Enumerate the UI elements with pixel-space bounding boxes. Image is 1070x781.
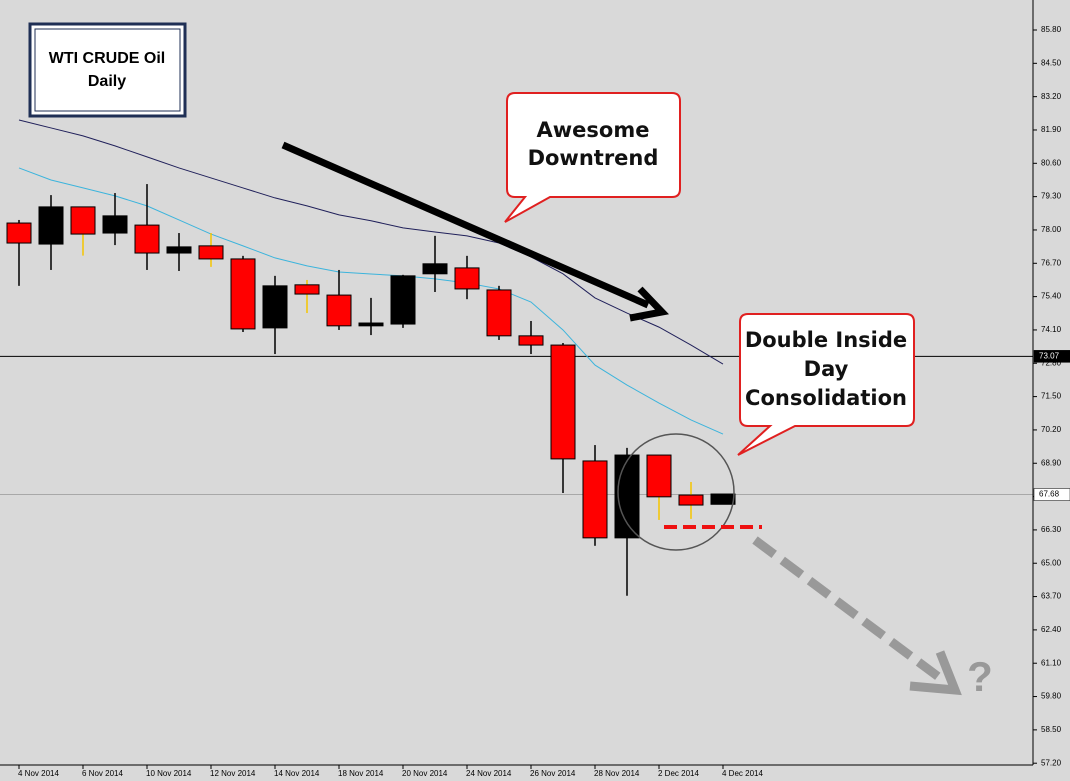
moving-average bbox=[18, 119, 724, 365]
callout bbox=[504, 92, 681, 223]
projection-arrow-head bbox=[909, 650, 962, 696]
annotation: ? bbox=[967, 653, 993, 700]
candle-body bbox=[518, 335, 544, 346]
candle-body bbox=[134, 224, 160, 254]
annotation: Day bbox=[804, 357, 849, 381]
y-tick-label: 84.50 bbox=[1041, 58, 1062, 67]
candle-body bbox=[38, 206, 64, 245]
x-tick-label: 10 Nov 2014 bbox=[146, 769, 192, 778]
candle-body bbox=[678, 494, 704, 506]
y-tick-label: 57.20 bbox=[1041, 758, 1062, 767]
moving-average bbox=[18, 167, 724, 435]
candle-body bbox=[358, 322, 384, 327]
annotation: Awesome bbox=[537, 118, 650, 142]
y-tick-label: 81.90 bbox=[1041, 125, 1062, 134]
candle-body bbox=[326, 294, 352, 327]
projection-arrow bbox=[752, 536, 943, 682]
y-tick-label: 65.00 bbox=[1041, 558, 1062, 567]
candle-body bbox=[454, 267, 480, 290]
candle-body bbox=[294, 284, 320, 295]
price-label: 73.07 bbox=[1039, 351, 1060, 360]
y-tick-label: 62.40 bbox=[1041, 625, 1062, 634]
x-tick-label: 24 Nov 2014 bbox=[466, 769, 512, 778]
x-tick-label: 20 Nov 2014 bbox=[402, 769, 448, 778]
annotation: Consolidation bbox=[745, 386, 907, 410]
highlight-circle bbox=[617, 433, 735, 551]
callout bbox=[737, 313, 915, 456]
annotation: Double Inside bbox=[745, 328, 907, 352]
annotation: Downtrend bbox=[528, 146, 659, 170]
candle-body bbox=[6, 222, 32, 244]
x-tick-label: 12 Nov 2014 bbox=[210, 769, 256, 778]
candle-body bbox=[70, 206, 96, 235]
y-tick-label: 79.30 bbox=[1041, 192, 1062, 201]
chart-subtitle: Daily bbox=[88, 73, 126, 90]
candle-body bbox=[166, 246, 192, 254]
chart-title: WTI CRUDE Oil bbox=[49, 50, 165, 67]
x-tick-label: 14 Nov 2014 bbox=[274, 769, 320, 778]
y-tick-label: 85.80 bbox=[1041, 25, 1062, 34]
candle-body bbox=[486, 289, 512, 337]
y-tick-label: 58.50 bbox=[1041, 725, 1062, 734]
x-tick-label: 2 Dec 2014 bbox=[658, 769, 699, 778]
candle-body bbox=[422, 263, 448, 275]
candle-body bbox=[710, 493, 736, 505]
x-tick-label: 6 Nov 2014 bbox=[82, 769, 123, 778]
y-tick-label: 59.80 bbox=[1041, 692, 1062, 701]
y-tick-label: 78.00 bbox=[1041, 225, 1062, 234]
y-tick-label: 71.50 bbox=[1041, 392, 1062, 401]
plot-area bbox=[0, 119, 1033, 596]
x-tick-label: 4 Dec 2014 bbox=[722, 769, 763, 778]
x-tick-label: 4 Nov 2014 bbox=[18, 769, 59, 778]
trend-arrow-head bbox=[629, 286, 669, 322]
y-tick-label: 72.80 bbox=[1041, 358, 1062, 367]
y-tick-label: 63.70 bbox=[1041, 592, 1062, 601]
candle-body bbox=[582, 460, 608, 539]
title-box-inner bbox=[34, 28, 181, 112]
x-tick-label: 18 Nov 2014 bbox=[338, 769, 384, 778]
y-tick-label: 83.20 bbox=[1041, 92, 1062, 101]
y-tick-label: 70.20 bbox=[1041, 425, 1062, 434]
y-tick-label: 61.10 bbox=[1041, 658, 1062, 667]
title-box bbox=[28, 22, 187, 118]
candle-body bbox=[230, 258, 256, 330]
x-tick-label: 26 Nov 2014 bbox=[530, 769, 576, 778]
x-tick-label: 28 Nov 2014 bbox=[594, 769, 640, 778]
trend-arrow bbox=[281, 141, 650, 309]
y-tick-label: 80.60 bbox=[1041, 158, 1062, 167]
y-tick-label: 75.40 bbox=[1041, 292, 1062, 301]
candle-body bbox=[646, 454, 672, 498]
price-label: 67.68 bbox=[1039, 490, 1060, 499]
candle-body bbox=[262, 285, 288, 329]
y-tick-label: 66.30 bbox=[1041, 525, 1062, 534]
candle-body bbox=[102, 215, 128, 234]
candle-body bbox=[550, 344, 576, 460]
candle-body bbox=[198, 245, 224, 260]
y-tick-label: 76.70 bbox=[1041, 258, 1062, 267]
y-tick-label: 74.10 bbox=[1041, 325, 1062, 334]
y-tick-label: 68.90 bbox=[1041, 458, 1062, 467]
candle-body bbox=[614, 454, 640, 539]
price-label-box bbox=[1033, 488, 1070, 501]
price-label-box bbox=[1033, 350, 1070, 363]
candle-body bbox=[390, 275, 416, 325]
